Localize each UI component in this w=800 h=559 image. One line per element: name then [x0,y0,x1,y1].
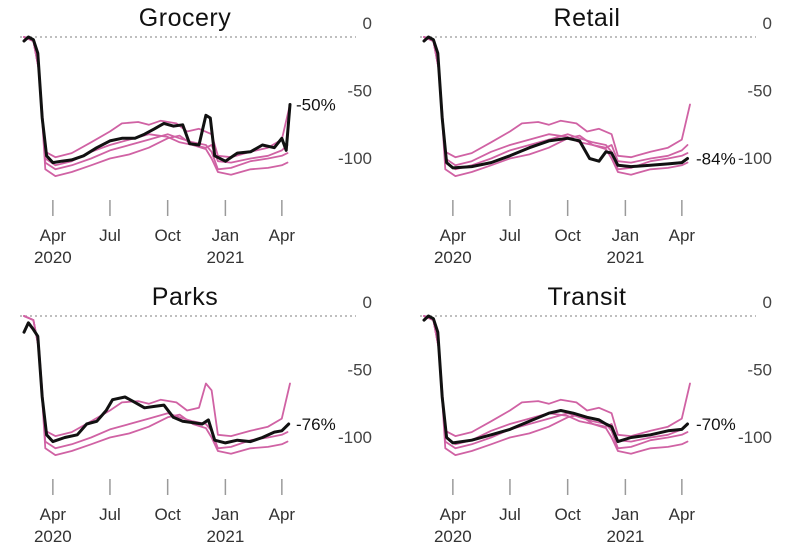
year-label: 2020 [34,527,72,546]
x-tick-label: Apr [440,505,467,524]
comparison-series-line [23,315,291,437]
x-tick-label: Jul [99,226,121,245]
comparison-series-line [23,36,289,171]
highlight-series-line [22,35,292,165]
x-tick-label: Jul [99,505,121,524]
year-label: 2021 [606,248,644,267]
x-tick-label: Apr [669,505,696,524]
y-tick-label: 0 [763,293,772,312]
panel-transit: Transit 0 -50 -100 Apr Jul Oct Jan Apr 2020 2021 -7… [420,283,772,546]
panel-title: Transit [548,283,627,311]
panel-retail: Retail 0 -50 -100 Apr Jul Oct Jan Apr 2020 2021 -84… [420,4,772,267]
comparison-series-line [423,36,689,171]
y-tick-label: -50 [347,82,372,101]
x-tick-label: Jul [499,226,521,245]
year-label: 2021 [606,527,644,546]
y-tick-label: 0 [363,293,372,312]
x-tick-label: Jan [612,226,639,245]
y-tick-label: -100 [738,428,772,447]
x-tick-label: Apr [269,226,296,245]
comparison-series-line [23,315,289,456]
x-tick-label: Apr [40,226,67,245]
x-tick-label: Oct [154,505,181,524]
comparison-series-line [23,36,291,159]
comparison-series-line [423,315,691,437]
x-tick-label: Apr [40,505,67,524]
x-tick-label: Jul [499,505,521,524]
year-label: 2020 [34,248,72,267]
panel-title: Grocery [139,4,231,32]
comparison-series-line [23,36,289,177]
x-tick-label: Oct [154,226,181,245]
highlight-series-line [22,321,291,445]
y-tick-label: 0 [363,14,372,33]
comparison-series-line [423,315,689,456]
series-end-label: -50% [296,96,336,115]
year-label: 2021 [206,527,244,546]
y-tick-label: -50 [347,361,372,380]
highlight-series-line [422,314,689,445]
x-tick-label: Oct [554,505,581,524]
y-tick-label: -100 [738,149,772,168]
y-tick-label: 0 [763,14,772,33]
x-tick-label: Apr [269,505,296,524]
y-tick-label: -100 [338,149,372,168]
panel-parks: Parks 0 -50 -100 Apr Jul Oct Jan Apr 2020 2021 -76% [20,283,372,546]
x-tick-label: Jan [612,505,639,524]
year-label: 2020 [434,248,472,267]
x-tick-label: Apr [669,226,696,245]
panel-title: Retail [554,4,621,32]
y-tick-label: -50 [747,82,772,101]
series-end-label: -76% [296,415,336,434]
series-end-label: -70% [696,415,736,434]
highlight-series-line [422,35,689,170]
comparison-series-line [423,36,689,167]
panel-grocery: Grocery 0 -50 -100 Apr Jul Oct Jan Apr 2020 2021 -5… [20,4,372,267]
comparison-series-line [423,315,689,446]
y-tick-label: -100 [338,428,372,447]
x-tick-label: Jan [212,505,239,524]
year-label: 2020 [434,527,472,546]
panel-title: Parks [152,283,218,311]
comparison-series-line [23,315,289,450]
y-tick-label: -50 [747,361,772,380]
comparison-series-line [423,36,691,159]
year-label: 2021 [206,248,244,267]
x-tick-label: Oct [554,226,581,245]
comparison-series-line [423,315,689,450]
comparison-series-line [23,36,289,167]
x-tick-label: Jan [212,226,239,245]
x-tick-label: Apr [440,226,467,245]
series-end-label: -84% [696,150,736,169]
